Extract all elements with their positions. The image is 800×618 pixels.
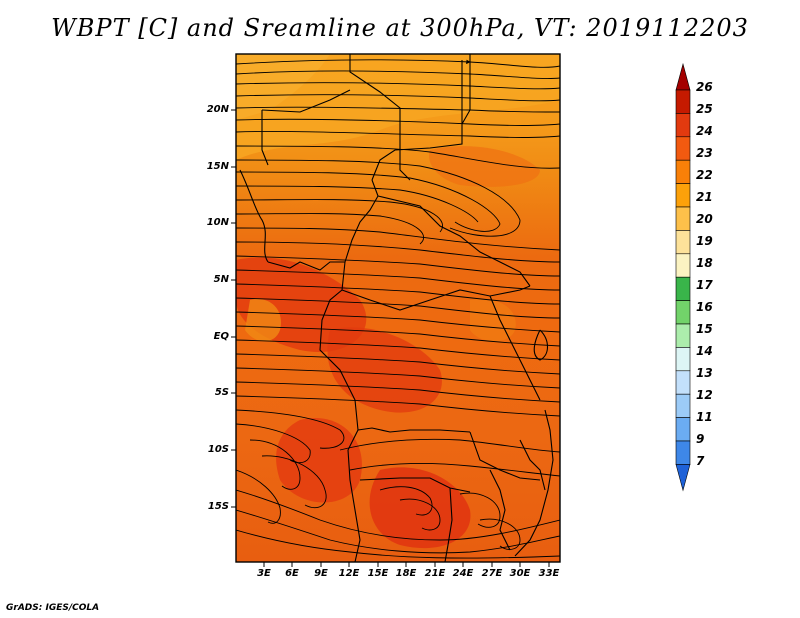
colorbar-label: 19 xyxy=(696,234,713,249)
colorbar-label: 22 xyxy=(696,168,713,183)
lat-label-5n: 5N xyxy=(213,274,229,285)
streamlines xyxy=(236,59,560,559)
lon-label-33e: 33E xyxy=(538,568,560,579)
lat-ticks xyxy=(231,109,236,508)
lon-label-9e: 9E xyxy=(314,568,328,579)
colorbar-label: 14 xyxy=(696,344,713,359)
lon-label-30e: 30E xyxy=(509,568,531,579)
colorbar-label: 18 xyxy=(696,256,713,271)
lat-label-15s: 15S xyxy=(207,501,229,512)
colorbar-label: 23 xyxy=(696,146,713,161)
lat-label-10s: 10S xyxy=(207,444,229,455)
colorbar-label: 7 xyxy=(696,454,705,469)
colorbar-label: 9 xyxy=(696,432,705,447)
colorbar-label: 21 xyxy=(696,190,713,205)
lat-label-5s: 5S xyxy=(214,387,229,398)
colorbar-label: 17 xyxy=(696,278,713,293)
colorbar-label: 24 xyxy=(696,124,713,139)
lat-label-20n: 20N xyxy=(206,104,229,115)
country-borders xyxy=(239,54,554,562)
lon-label-6e: 6E xyxy=(285,568,299,579)
colorbar-label: 16 xyxy=(696,300,713,315)
lat-label-eq: EQ xyxy=(213,331,229,342)
lon-ticks xyxy=(263,562,550,567)
colorbar-label: 20 xyxy=(696,212,713,227)
chart-title: WBPT [C] and Sreamline at 300hPa, VT: 20… xyxy=(51,14,749,42)
colorbar-label: 13 xyxy=(696,366,713,381)
lon-label-21e: 21E xyxy=(424,568,446,579)
lon-label-24e: 24E xyxy=(452,568,474,579)
grads-credit: GrADS: IGES/COLA xyxy=(6,603,100,613)
colorbar-label: 11 xyxy=(696,410,713,425)
colorbar-label: 25 xyxy=(696,102,713,117)
colorbar-label: 12 xyxy=(696,388,713,403)
lat-label-15n: 15N xyxy=(206,161,229,172)
colorbar-label: 26 xyxy=(696,80,713,94)
shaded-field xyxy=(236,54,560,562)
lat-label-10n: 10N xyxy=(206,217,229,228)
lon-label-3e: 3E xyxy=(257,568,271,579)
lon-label-27e: 27E xyxy=(481,568,503,579)
lon-label-12e: 12E xyxy=(338,568,360,579)
lon-label-18e: 18E xyxy=(395,568,417,579)
lon-label-15e: 15E xyxy=(367,568,389,579)
colorbar-label: 15 xyxy=(696,322,713,337)
map-frame xyxy=(235,53,561,563)
